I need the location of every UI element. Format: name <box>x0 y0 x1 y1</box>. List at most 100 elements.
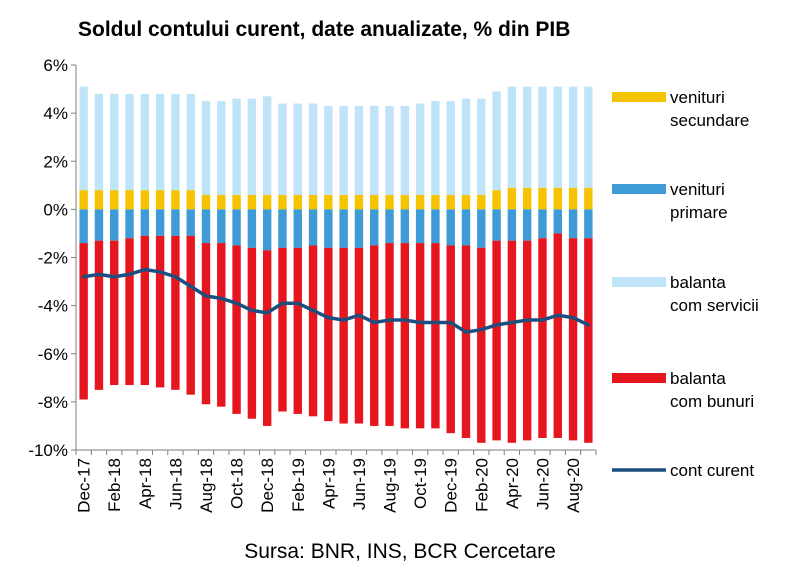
bar-balanta-com-bunuri <box>446 245 455 434</box>
x-tick-label: Oct-19 <box>411 458 430 509</box>
bar-venituri-primare <box>186 209 195 236</box>
bar-balanta-com-bunuri <box>278 247 287 412</box>
bar-venituri-secundare <box>568 187 578 210</box>
bar-balanta-com-bunuri <box>584 238 593 443</box>
bar-venituri-secundare <box>461 194 471 210</box>
bar-venituri-secundare <box>247 194 257 210</box>
bar-venituri-primare <box>171 209 180 236</box>
legend-item-venituri-secundare: venituri secundare <box>612 88 749 130</box>
bar-balanta-com-bunuri <box>339 247 348 424</box>
bar-balanta-com-servicii <box>308 103 318 195</box>
bar-venituri-primare <box>339 209 348 248</box>
bar-balanta-com-bunuri <box>308 245 318 417</box>
bar-balanta-com-bunuri <box>370 245 379 426</box>
bar-balanta-com-bunuri <box>125 238 134 386</box>
bar-balanta-com-bunuri <box>492 240 501 441</box>
bar-balanta-com-bunuri <box>522 240 532 441</box>
bar-venituri-secundare <box>446 194 455 210</box>
bar-balanta-com-servicii <box>354 105 364 195</box>
bar-balanta-com-bunuri <box>400 243 410 429</box>
bar-balanta-com-servicii <box>324 105 333 195</box>
bar-venituri-primare <box>370 209 379 246</box>
bar-venituri-primare <box>354 209 364 248</box>
bar-balanta-com-servicii <box>217 101 226 195</box>
bar-venituri-primare <box>262 209 272 251</box>
x-tick-label: Dec-17 <box>75 458 94 513</box>
bar-venituri-secundare <box>553 187 562 210</box>
bar-balanta-com-servicii <box>79 86 88 191</box>
bar-venituri-secundare <box>522 187 532 210</box>
legend-swatch <box>612 373 666 383</box>
bar-venituri-primare <box>278 209 287 248</box>
bar-balanta-com-bunuri <box>415 243 425 429</box>
bar-venituri-secundare <box>477 194 486 210</box>
legend-label: com bunuri <box>670 392 754 411</box>
bar-venituri-primare <box>94 209 104 241</box>
bar-venituri-primare <box>538 209 547 239</box>
bar-balanta-com-bunuri <box>79 243 88 400</box>
x-tick-label: Aug-18 <box>197 458 216 513</box>
x-tick-label: Apr-18 <box>136 458 155 509</box>
bar-venituri-primare <box>140 209 150 236</box>
bar-balanta-com-bunuri <box>217 243 226 407</box>
bar-venituri-primare <box>79 209 88 244</box>
bar-balanta-com-bunuri <box>155 235 165 388</box>
bar-balanta-com-servicii <box>293 103 302 195</box>
x-tick-label: Dec-18 <box>258 458 277 513</box>
bar-balanta-com-bunuri <box>247 247 257 419</box>
bar-balanta-com-servicii <box>553 86 562 188</box>
bar-venituri-secundare <box>79 190 88 210</box>
bar-venituri-primare <box>477 209 486 248</box>
bar-balanta-com-servicii <box>140 93 150 191</box>
bar-venituri-secundare <box>94 190 104 210</box>
bar-balanta-com-bunuri <box>232 245 241 414</box>
bar-venituri-secundare <box>232 194 241 210</box>
bar-venituri-secundare <box>171 190 180 210</box>
legend-item-cont-curent: cont curent <box>612 461 754 480</box>
x-tick-label: Feb-20 <box>472 458 491 512</box>
bar-balanta-com-bunuri <box>568 238 578 441</box>
bar-balanta-com-servicii <box>339 105 348 195</box>
line-layer <box>81 267 591 334</box>
bar-balanta-com-servicii <box>522 86 532 188</box>
bar-balanta-com-servicii <box>492 91 501 191</box>
legend-swatch <box>612 277 666 287</box>
bar-venituri-primare <box>584 209 593 239</box>
bar-venituri-secundare <box>262 194 272 210</box>
source-note: Sursa: BNR, INS, BCR Cercetare <box>244 540 556 563</box>
bar-balanta-com-servicii <box>507 86 517 188</box>
bar-venituri-primare <box>431 209 440 244</box>
legend-label: venituri <box>670 88 725 107</box>
legend-label: secundare <box>670 111 749 130</box>
x-tick-label: Jun-18 <box>166 458 185 510</box>
bar-balanta-com-servicii <box>446 101 455 195</box>
bar-venituri-primare <box>217 209 226 244</box>
bar-balanta-com-servicii <box>461 98 471 195</box>
bar-balanta-com-bunuri <box>110 240 119 386</box>
bar-balanta-com-servicii <box>568 86 578 188</box>
bar-venituri-secundare <box>217 194 226 210</box>
legend-item-venituri-primare: venituri primare <box>612 180 728 222</box>
bar-balanta-com-bunuri <box>201 243 211 405</box>
bar-venituri-primare <box>324 209 333 248</box>
bar-balanta-com-servicii <box>400 105 410 195</box>
legend: venituri secundare venituri primare balanta c… <box>612 88 759 480</box>
bar-balanta-com-bunuri <box>385 243 394 426</box>
y-tick-label: -2% <box>38 249 68 268</box>
bar-venituri-secundare <box>186 190 195 210</box>
bar-balanta-com-bunuri <box>354 247 364 424</box>
line-cont-curent <box>81 267 591 334</box>
bar-venituri-secundare <box>140 190 150 210</box>
y-tick-label: -10% <box>28 441 68 460</box>
y-tick-label: 6% <box>43 56 68 75</box>
bar-balanta-com-bunuri <box>553 233 562 438</box>
bar-venituri-secundare <box>400 194 410 210</box>
bar-balanta-com-servicii <box>431 101 440 195</box>
x-tick-label: Oct-18 <box>228 458 247 509</box>
axes-layer: 6% 4% 2% 0% -2% -4% -6% -8% -10% Dec-17 Feb-18 Apr-… <box>28 56 597 513</box>
chart-title: Soldul contului curent, date anualizate,… <box>78 18 571 41</box>
bar-venituri-secundare <box>370 194 379 210</box>
legend-label: cont curent <box>670 461 754 480</box>
x-tick-label: Apr-19 <box>319 458 338 509</box>
y-tick-label: -6% <box>38 345 68 364</box>
